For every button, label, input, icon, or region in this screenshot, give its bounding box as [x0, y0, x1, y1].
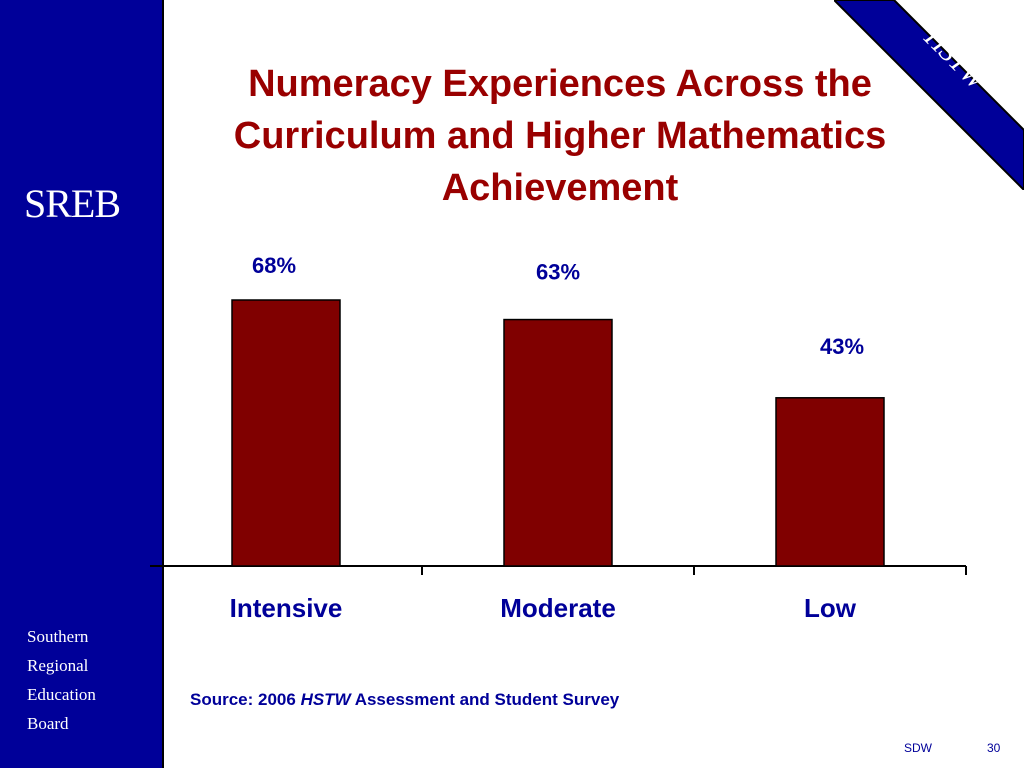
- category-label: Moderate: [500, 593, 616, 623]
- org-name-line: Southern: [27, 627, 89, 646]
- title-line: Achievement: [441, 167, 679, 209]
- source-italic: HSTW: [300, 690, 351, 709]
- source-suffix: Assessment and Student Survey: [350, 690, 620, 709]
- org-name-line: Regional: [27, 656, 89, 675]
- slide-number: 30: [987, 741, 1001, 755]
- slide-title: Numeracy Experiences Across the Curricul…: [190, 58, 930, 214]
- data-label: 43%: [820, 334, 864, 359]
- sidebar-divider: [162, 0, 164, 768]
- bar-intensive: [231, 299, 341, 567]
- sidebar-band: [0, 0, 162, 768]
- category-label: Intensive: [230, 593, 343, 623]
- data-label: 68%: [252, 253, 296, 278]
- title-line: Curriculum and Higher Mathematics: [233, 115, 887, 157]
- organization-name: Southern Regional Education Board: [27, 622, 96, 738]
- category-label: Low: [804, 593, 857, 623]
- org-name-line: Board: [27, 714, 69, 733]
- sreb-logo: SREB: [24, 181, 121, 226]
- footer-initials: SDW: [904, 741, 932, 755]
- data-label: 63%: [536, 260, 580, 285]
- corner-banner-shape: [834, 0, 1024, 190]
- bar-low: [775, 397, 885, 567]
- org-name-line: Education: [27, 685, 96, 704]
- bar-moderate: [503, 318, 613, 567]
- source-prefix: Source: 2006: [190, 690, 301, 709]
- title-line: Numeracy Experiences Across the: [248, 63, 872, 105]
- source-note: Source: 2006 HSTW Assessment and Student…: [190, 690, 619, 710]
- hstw-corner-banner: HSTW: [834, 0, 1024, 190]
